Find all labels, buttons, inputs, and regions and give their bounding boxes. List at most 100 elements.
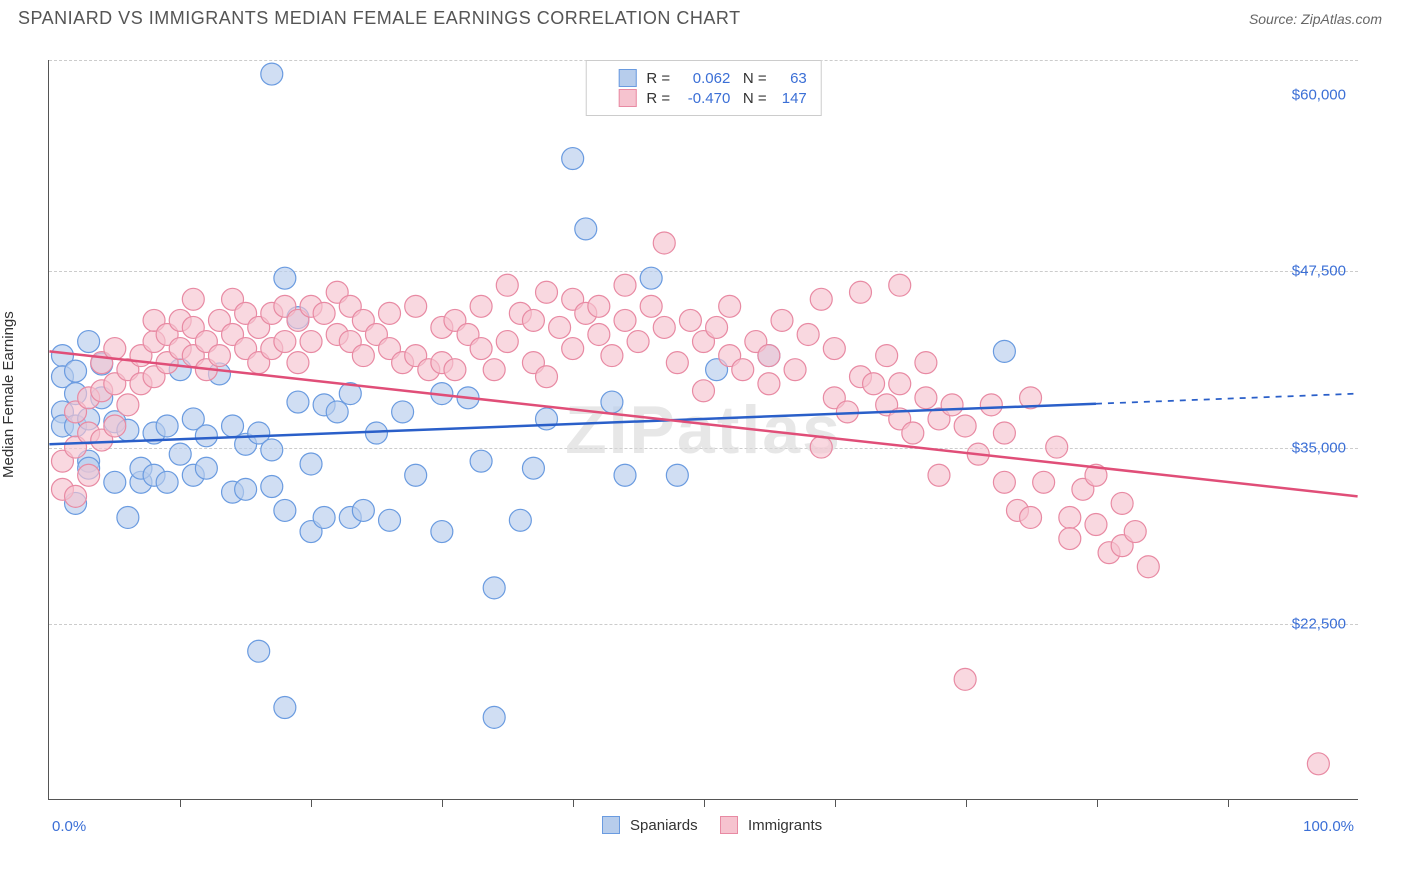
- data-point: [941, 394, 963, 416]
- legend-swatch-1: [720, 816, 738, 834]
- data-point: [902, 422, 924, 444]
- data-point: [169, 443, 191, 465]
- data-point: [300, 331, 322, 353]
- n-value-1: 147: [771, 90, 807, 107]
- data-point: [156, 415, 178, 437]
- data-point: [653, 316, 675, 338]
- data-point: [915, 352, 937, 374]
- legend-swatch-0: [602, 816, 620, 834]
- data-point: [470, 450, 492, 472]
- data-point: [1137, 556, 1159, 578]
- data-point: [1059, 528, 1081, 550]
- data-point: [470, 338, 492, 360]
- stats-legend: R = 0.062 N = 63 R = -0.470 N = 147: [585, 60, 822, 116]
- data-point: [627, 331, 649, 353]
- data-point: [993, 340, 1015, 362]
- legend-label-1: Immigrants: [748, 817, 822, 834]
- data-point: [889, 274, 911, 296]
- data-point: [653, 232, 675, 254]
- data-point: [771, 309, 793, 331]
- data-point: [993, 422, 1015, 444]
- data-point: [287, 391, 309, 413]
- data-point: [483, 359, 505, 381]
- scatter-svg: [49, 60, 1358, 799]
- data-point: [405, 295, 427, 317]
- data-point: [222, 415, 244, 437]
- data-point: [1124, 521, 1146, 543]
- data-point: [300, 453, 322, 475]
- data-point: [274, 499, 296, 521]
- data-point: [195, 425, 217, 447]
- data-point: [261, 439, 283, 461]
- r-value-0: 0.062: [674, 70, 730, 87]
- data-point: [536, 408, 558, 430]
- data-point: [915, 387, 937, 409]
- data-point: [784, 359, 806, 381]
- legend-label-0: Spaniards: [630, 817, 698, 834]
- data-point: [496, 331, 518, 353]
- data-point: [117, 506, 139, 528]
- n-value-0: 63: [771, 70, 807, 87]
- data-point: [470, 295, 492, 317]
- data-point: [536, 281, 558, 303]
- data-point: [274, 697, 296, 719]
- series-legend: Spaniards Immigrants: [0, 816, 1406, 834]
- swatch-series-1: [618, 89, 636, 107]
- data-point: [274, 267, 296, 289]
- data-point: [78, 464, 100, 486]
- data-point: [496, 274, 518, 296]
- data-point: [1033, 471, 1055, 493]
- data-point: [549, 316, 571, 338]
- data-point: [954, 668, 976, 690]
- data-point: [614, 464, 636, 486]
- data-point: [248, 640, 270, 662]
- data-point: [483, 577, 505, 599]
- data-point: [326, 401, 348, 423]
- data-point: [444, 359, 466, 381]
- data-point: [810, 288, 832, 310]
- data-point: [522, 309, 544, 331]
- data-point: [666, 464, 688, 486]
- swatch-series-0: [618, 69, 636, 87]
- data-point: [810, 436, 832, 458]
- data-point: [823, 338, 845, 360]
- data-point: [182, 288, 204, 310]
- data-point: [666, 352, 688, 374]
- data-point: [679, 309, 701, 331]
- data-point: [431, 521, 453, 543]
- data-point: [850, 281, 872, 303]
- data-point: [889, 373, 911, 395]
- plot-area: ZIPatlas R = 0.062 N = 63 R = -0.470 N =…: [48, 60, 1358, 800]
- chart-container: Median Female Earnings ZIPatlas R = 0.06…: [0, 48, 1406, 892]
- data-point: [614, 309, 636, 331]
- data-point: [575, 218, 597, 240]
- data-point: [261, 476, 283, 498]
- data-point: [104, 338, 126, 360]
- data-point: [640, 295, 662, 317]
- data-point: [104, 415, 126, 437]
- data-point: [274, 331, 296, 353]
- data-point: [640, 267, 662, 289]
- trend-line: [49, 351, 1357, 496]
- data-point: [732, 359, 754, 381]
- data-point: [928, 464, 950, 486]
- data-point: [509, 509, 531, 531]
- source-label: Source: ZipAtlas.com: [1249, 11, 1382, 27]
- data-point: [954, 415, 976, 437]
- chart-title: SPANIARD VS IMMIGRANTS MEDIAN FEMALE EAR…: [18, 8, 741, 29]
- data-point: [601, 391, 623, 413]
- data-point: [1085, 514, 1107, 536]
- r-value-1: -0.470: [674, 90, 730, 107]
- data-point: [208, 345, 230, 367]
- data-point: [1046, 436, 1068, 458]
- data-point: [352, 345, 374, 367]
- data-point: [117, 394, 139, 416]
- data-point: [104, 471, 126, 493]
- data-point: [758, 345, 780, 367]
- data-point: [1059, 506, 1081, 528]
- data-point: [588, 324, 610, 346]
- data-point: [379, 302, 401, 324]
- data-point: [65, 485, 87, 507]
- data-point: [352, 499, 374, 521]
- y-axis-label: Median Female Earnings: [0, 311, 17, 478]
